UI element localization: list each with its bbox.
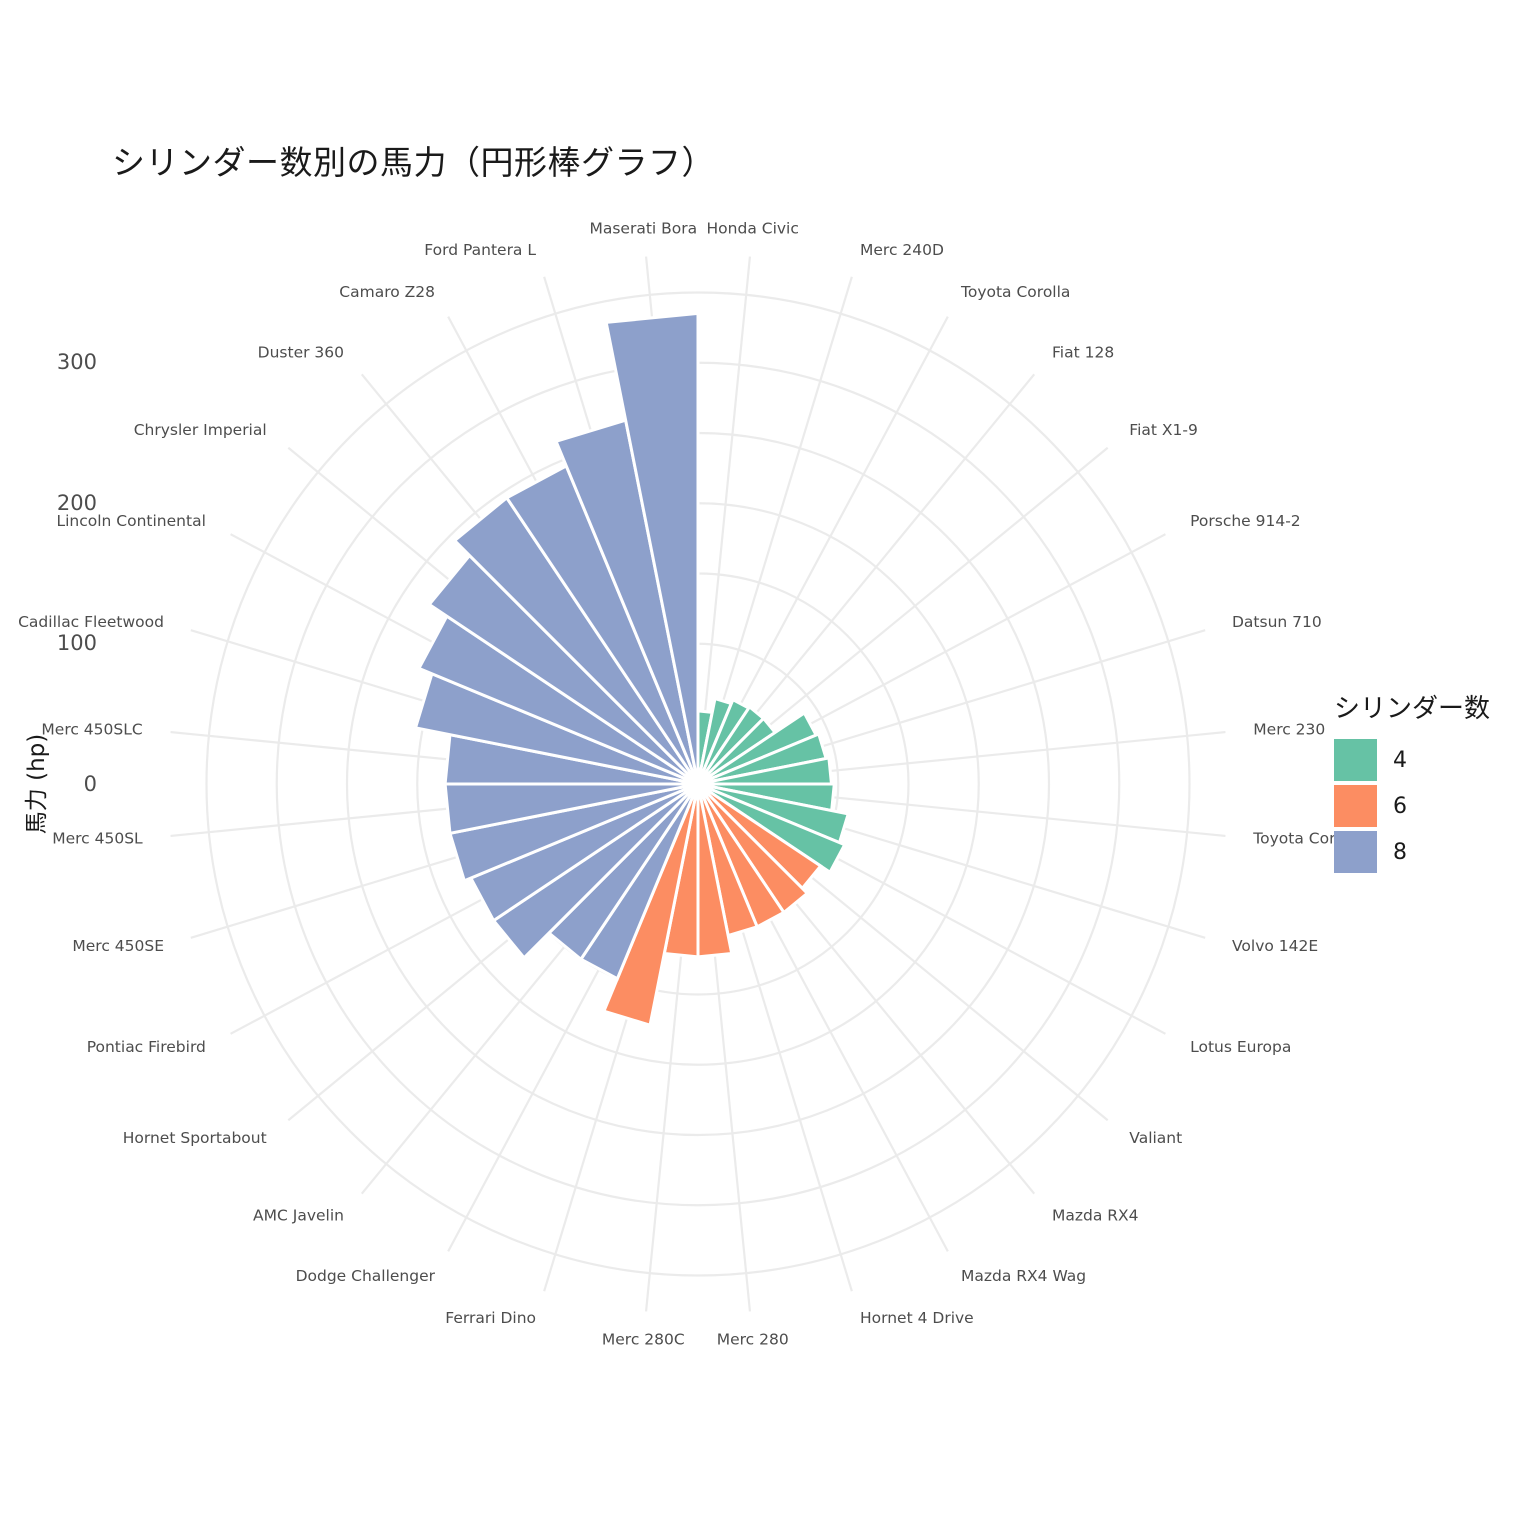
y-tick-label: 100 (56, 631, 97, 655)
category-label: Camaro Z28 (339, 283, 435, 301)
category-label: Valiant (1129, 1129, 1182, 1147)
category-label: Lincoln Continental (56, 512, 205, 530)
category-label: Ford Pantera L (424, 241, 536, 259)
category-label: Duster 360 (258, 344, 344, 362)
y-tick-label: 200 (56, 491, 97, 515)
chart-title: シリンダー数別の馬力（円形棒グラフ） (112, 143, 715, 182)
category-label: Lotus Europa (1190, 1038, 1291, 1056)
legend-swatch (1334, 739, 1377, 781)
y-tick-label: 300 (56, 350, 97, 374)
legend: シリンダー数 4 6 8 (1334, 688, 1490, 875)
legend-title: シリンダー数 (1334, 694, 1491, 724)
legend-swatch (1334, 831, 1377, 873)
category-label: Merc 280C (602, 1330, 685, 1348)
category-label: Merc 450SLC (41, 720, 142, 738)
category-label: Merc 450SL (52, 830, 143, 848)
category-label: Hornet 4 Drive (860, 1309, 974, 1327)
grid-circle (205, 291, 1191, 1277)
y-axis-label: 馬力 (hp) (24, 733, 50, 835)
grid-spoke (696, 276, 853, 785)
legend-item: 8 (1334, 829, 1490, 875)
y-tick-label: 0 (83, 772, 97, 796)
category-label: Mazda RX4 (1052, 1206, 1139, 1224)
category-label: Hornet Sportabout (123, 1129, 267, 1147)
category-label: Pontiac Firebird (87, 1038, 206, 1056)
category-label: Cadillac Fleetwood (18, 613, 164, 631)
category-label: Toyota Corolla (960, 283, 1070, 301)
category-label: AMC Javelin (253, 1206, 344, 1224)
category-label: Merc 450SE (72, 937, 164, 955)
legend-item: 6 (1334, 783, 1490, 829)
bar-layer (413, 311, 851, 1028)
category-label: Fiat X1-9 (1129, 421, 1198, 439)
category-label-layer: Honda Civic Merc 240D Toyota Corolla Fiat 1… (18, 220, 1364, 1349)
category-label: Merc 280 (717, 1330, 789, 1348)
category-label: Chrysler Imperial (134, 421, 267, 439)
bar-maserati-bora (604, 311, 700, 785)
category-label: Maserati Bora (589, 220, 697, 238)
legend-label: 4 (1393, 747, 1407, 773)
legend-label: 6 (1393, 793, 1407, 819)
legend-label: 8 (1393, 839, 1407, 865)
category-label: Datsun 710 (1232, 613, 1322, 631)
category-label: Merc 240D (860, 241, 944, 259)
category-label: Dodge Challenger (296, 1267, 436, 1285)
category-label: Ferrari Dino (445, 1309, 536, 1327)
category-label: Mazda RX4 Wag (961, 1267, 1086, 1285)
grid-spoke (696, 256, 752, 785)
category-label: Fiat 128 (1052, 344, 1114, 362)
legend-swatch (1334, 785, 1377, 827)
category-label: Honda Civic (707, 220, 799, 238)
category-label: Volvo 142E (1232, 937, 1318, 955)
category-label: Merc 230 (1253, 720, 1325, 738)
category-label: Porsche 914-2 (1190, 512, 1301, 530)
legend-item: 4 (1334, 737, 1490, 783)
